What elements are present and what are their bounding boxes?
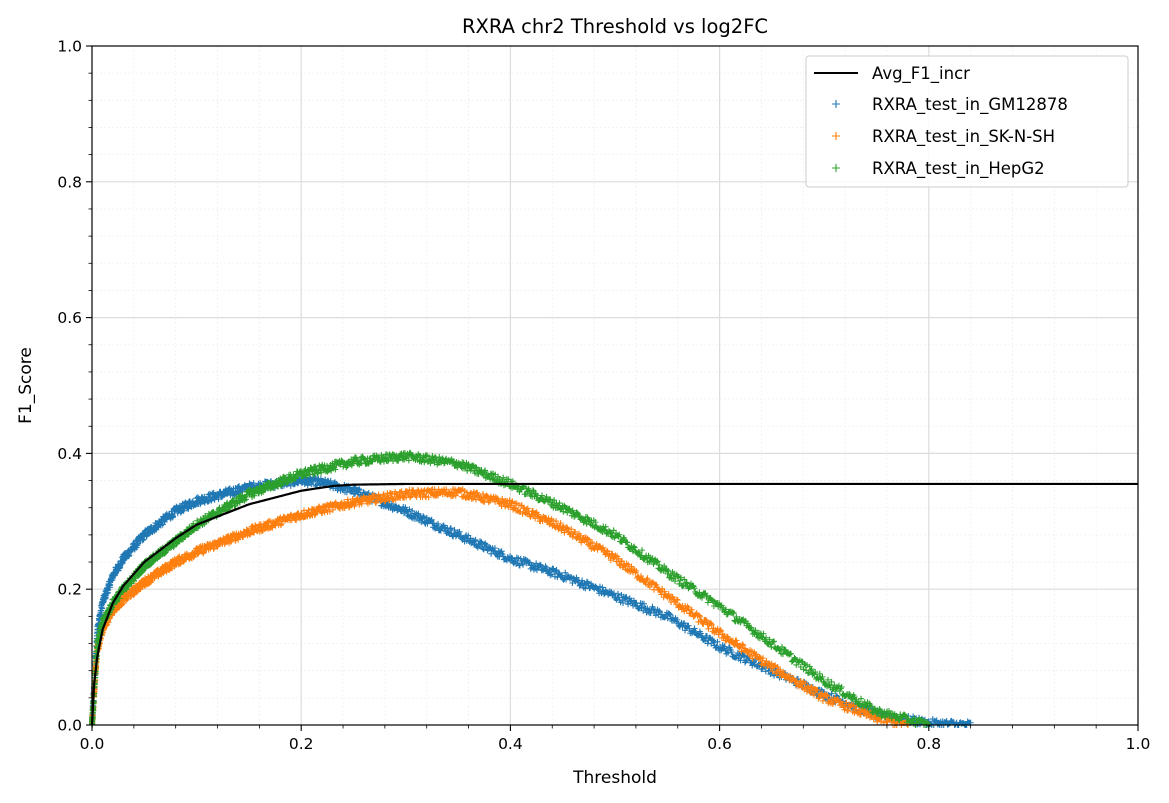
y-axis-label: F1_Score (16, 347, 36, 424)
legend-swatch-gm12878 (832, 100, 840, 108)
legend-label-sk-n-sh: RXRA_test_in_SK-N-SH (872, 127, 1055, 147)
y-tick-label: 0.2 (57, 581, 82, 599)
y-tick-label: 0.4 (57, 445, 82, 463)
legend-swatch-hepg2 (832, 164, 840, 172)
legend: Avg_F1_incr RXRA_test_in_GM12878 RXRA_te… (805, 55, 1129, 188)
tick-labels: 0.0 0.2 0.4 0.6 0.8 1.0 0.0 0.2 0.4 0.6 0.8 1.0 (57, 38, 1150, 754)
legend-marker (832, 164, 840, 172)
line-layer (90, 482, 1138, 726)
legend-box (805, 55, 1129, 188)
axis-ticks (86, 45, 1139, 731)
legend-label-hepg2: RXRA_test_in_HepG2 (872, 159, 1045, 179)
x-tick-label: 0.0 (80, 735, 105, 753)
x-tick-label: 0.8 (916, 735, 941, 753)
legend-marker (832, 132, 840, 140)
legend-marker (832, 100, 840, 108)
x-tick-label: 1.0 (1126, 735, 1151, 753)
y-tick-label: 0.6 (57, 309, 82, 327)
y-tick-label: 1.0 (57, 38, 82, 56)
legend-label-avg-f1-incr: Avg_F1_incr (872, 64, 970, 84)
x-tick-label: 0.6 (707, 735, 732, 753)
legend-label-gm12878: RXRA_test_in_GM12878 (872, 95, 1068, 115)
y-tick-label: 0.0 (57, 717, 82, 735)
legend-swatch-sk-n-sh (832, 132, 840, 140)
y-tick-label: 0.8 (57, 173, 82, 191)
avg-f1-incr-line (90, 482, 1138, 726)
plot-frame (91, 45, 1139, 726)
x-tick-label: 0.2 (289, 735, 314, 753)
chart-title: RXRA chr2 Threshold vs log2FC (462, 15, 768, 38)
x-tick-label: 0.4 (498, 735, 523, 753)
x-axis-label: Threshold (572, 768, 657, 788)
